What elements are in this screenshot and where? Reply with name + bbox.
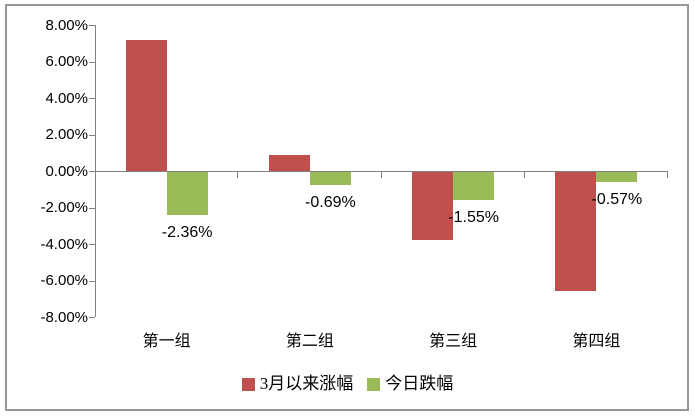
x-axis-tick <box>667 171 668 178</box>
y-tick-label: 0.00% <box>45 162 88 180</box>
y-tick-label: 4.00% <box>45 89 88 107</box>
bar-series1-cat4 <box>555 172 597 291</box>
category-label: 第三组 <box>429 333 478 350</box>
bar-series2-cat1 <box>166 172 208 216</box>
category-label: 第二组 <box>285 333 334 350</box>
bar-series2-cat4 <box>596 172 638 183</box>
y-tick-label: -8.00% <box>40 308 88 326</box>
legend-item-series1: 3月以来涨幅 <box>241 374 354 394</box>
legend-swatch-red <box>241 377 255 391</box>
bar-value-label: -2.36% <box>161 224 213 242</box>
x-axis-tick <box>523 171 525 178</box>
y-tick-label: 8.00% <box>45 16 88 34</box>
y-tick-label: -2.00% <box>40 199 88 216</box>
bar-series1-cat3 <box>412 172 454 240</box>
category-label: 第一组 <box>142 333 191 350</box>
bar-value-label: -1.55% <box>448 209 499 227</box>
y-tick-label: 6.00% <box>45 53 88 70</box>
chart-legend: 3月以来涨幅 今日跌幅 <box>0 374 695 394</box>
y-axis-tick <box>89 61 95 63</box>
y-axis-tick <box>89 280 95 282</box>
legend-swatch-green <box>367 377 381 391</box>
y-tick-label: -4.00% <box>40 235 88 253</box>
legend-label-series2: 今日跌幅 <box>385 374 454 393</box>
legend-label-series1: 3月以来涨幅 <box>259 374 354 393</box>
x-axis-tick <box>237 171 239 178</box>
legend-item-series2: 今日跌幅 <box>367 374 453 394</box>
bar-value-label: -0.57% <box>591 191 643 209</box>
y-axis-tick <box>89 25 95 26</box>
y-axis-tick <box>89 317 95 318</box>
bar-series2-cat2 <box>309 172 351 185</box>
zero-baseline <box>95 171 668 172</box>
bar-value-label: -0.69% <box>305 193 356 211</box>
bar-series1-cat2 <box>268 154 310 171</box>
bar-series1-cat1 <box>125 39 167 171</box>
y-axis-tick <box>89 171 95 172</box>
category-label: 第四组 <box>572 333 621 350</box>
y-axis-tick <box>89 134 95 136</box>
y-axis-tick <box>89 244 95 245</box>
x-axis-tick <box>380 171 382 178</box>
y-axis-tick <box>89 98 95 99</box>
bar-series2-cat3 <box>453 172 495 201</box>
y-tick-label: -6.00% <box>40 272 88 289</box>
y-axis-tick <box>89 207 95 209</box>
y-tick-label: 2.00% <box>45 126 88 143</box>
